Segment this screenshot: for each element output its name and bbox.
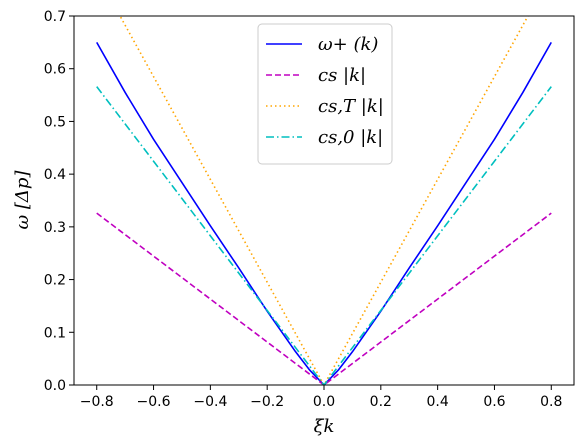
x-tick-label: 0.4	[427, 394, 449, 410]
y-tick-label: 0.5	[44, 114, 66, 130]
x-tick-label: 0.2	[370, 394, 392, 410]
series-line-2	[119, 16, 529, 385]
y-tick-label: 0.2	[44, 273, 66, 289]
legend: ω+ (k) cs |k| cs,T |k| cs,0 |k|	[257, 23, 393, 165]
y-tick-label: 0.6	[44, 62, 66, 78]
x-tick-label: 0.0	[313, 394, 335, 410]
series-line-3	[96, 86, 552, 385]
series-line-1	[96, 212, 552, 385]
y-tick-label: 0.1	[44, 325, 66, 341]
x-tick-label: −0.6	[137, 394, 171, 410]
x-tick-label: 0.6	[483, 394, 505, 410]
series-line-0	[96, 41, 552, 385]
legend-frame	[257, 23, 393, 165]
y-tick-label: 0.4	[44, 167, 66, 183]
x-tick-label: −0.8	[80, 394, 114, 410]
x-axis-label: ξk	[314, 416, 335, 437]
x-tick-label: −0.4	[193, 394, 227, 410]
legend-label: cs,T |k|	[318, 96, 384, 117]
x-tick-label: −0.2	[250, 394, 284, 410]
legend-label: cs,0 |k|	[318, 127, 383, 148]
y-tick-label: 0.0	[44, 378, 66, 394]
y-tick-label: 0.7	[44, 9, 66, 25]
y-tick-label: 0.3	[44, 220, 66, 236]
y-axis-label: ω [Δp]	[12, 170, 33, 230]
x-tick-label: 0.8	[540, 394, 562, 410]
series-layer	[96, 16, 552, 385]
x-axis: −0.8 −0.6 −0.4 −0.2 0.0 0.2 0.4 0.6 0.8	[80, 385, 562, 410]
y-axis: 0.0 0.1 0.2 0.3 0.4 0.5 0.6 0.7	[44, 9, 74, 394]
legend-label: ω+ (k)	[318, 34, 378, 55]
legend-label: cs |k|	[318, 65, 366, 86]
